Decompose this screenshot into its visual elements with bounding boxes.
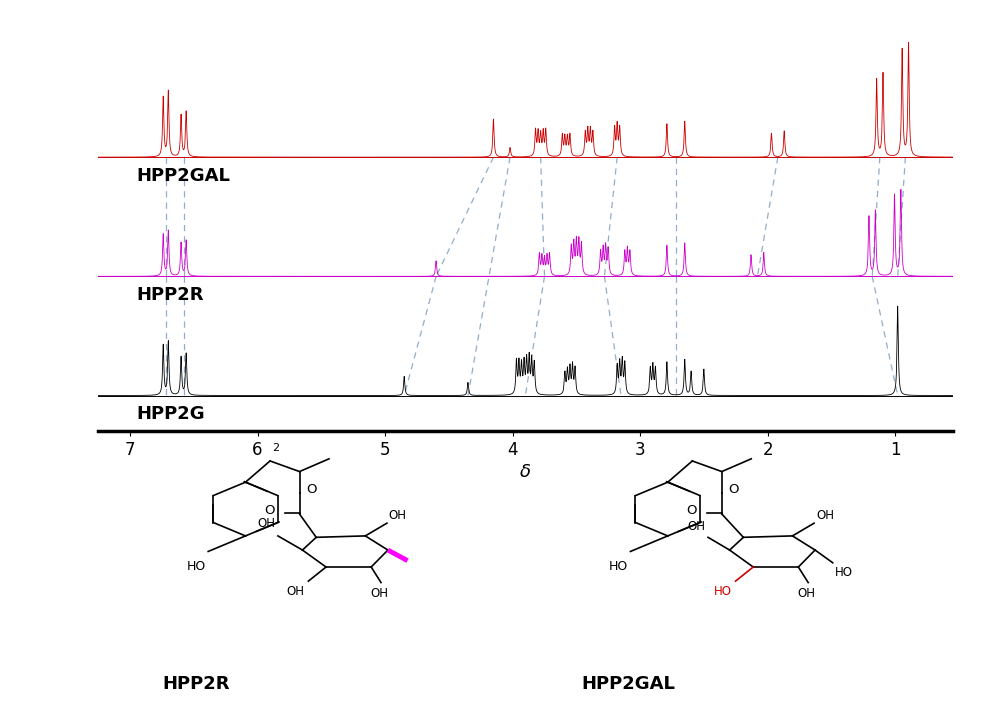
Text: OH: OH <box>797 587 815 600</box>
Text: HO: HO <box>609 560 628 573</box>
Text: HO: HO <box>835 566 852 578</box>
Text: HPP2G: HPP2G <box>136 405 205 423</box>
Text: OH: OH <box>370 587 388 600</box>
Text: HO: HO <box>187 560 206 573</box>
Text: HPP2GAL: HPP2GAL <box>581 675 676 694</box>
Text: O: O <box>729 483 739 496</box>
Text: OH: OH <box>389 509 407 522</box>
Text: O: O <box>306 483 317 496</box>
Text: HPP2R: HPP2R <box>136 286 204 304</box>
Text: OH: OH <box>257 518 275 530</box>
Text: HPP2GAL: HPP2GAL <box>136 167 231 185</box>
Text: HO: HO <box>714 585 732 597</box>
Text: OH: OH <box>816 509 834 522</box>
X-axis label: δ: δ <box>519 463 531 481</box>
Text: OH: OH <box>687 520 705 533</box>
Text: 2: 2 <box>272 443 279 453</box>
Text: HPP2R: HPP2R <box>163 675 230 694</box>
Text: OH: OH <box>287 585 304 597</box>
Text: O: O <box>686 504 697 517</box>
Text: O: O <box>264 504 275 517</box>
